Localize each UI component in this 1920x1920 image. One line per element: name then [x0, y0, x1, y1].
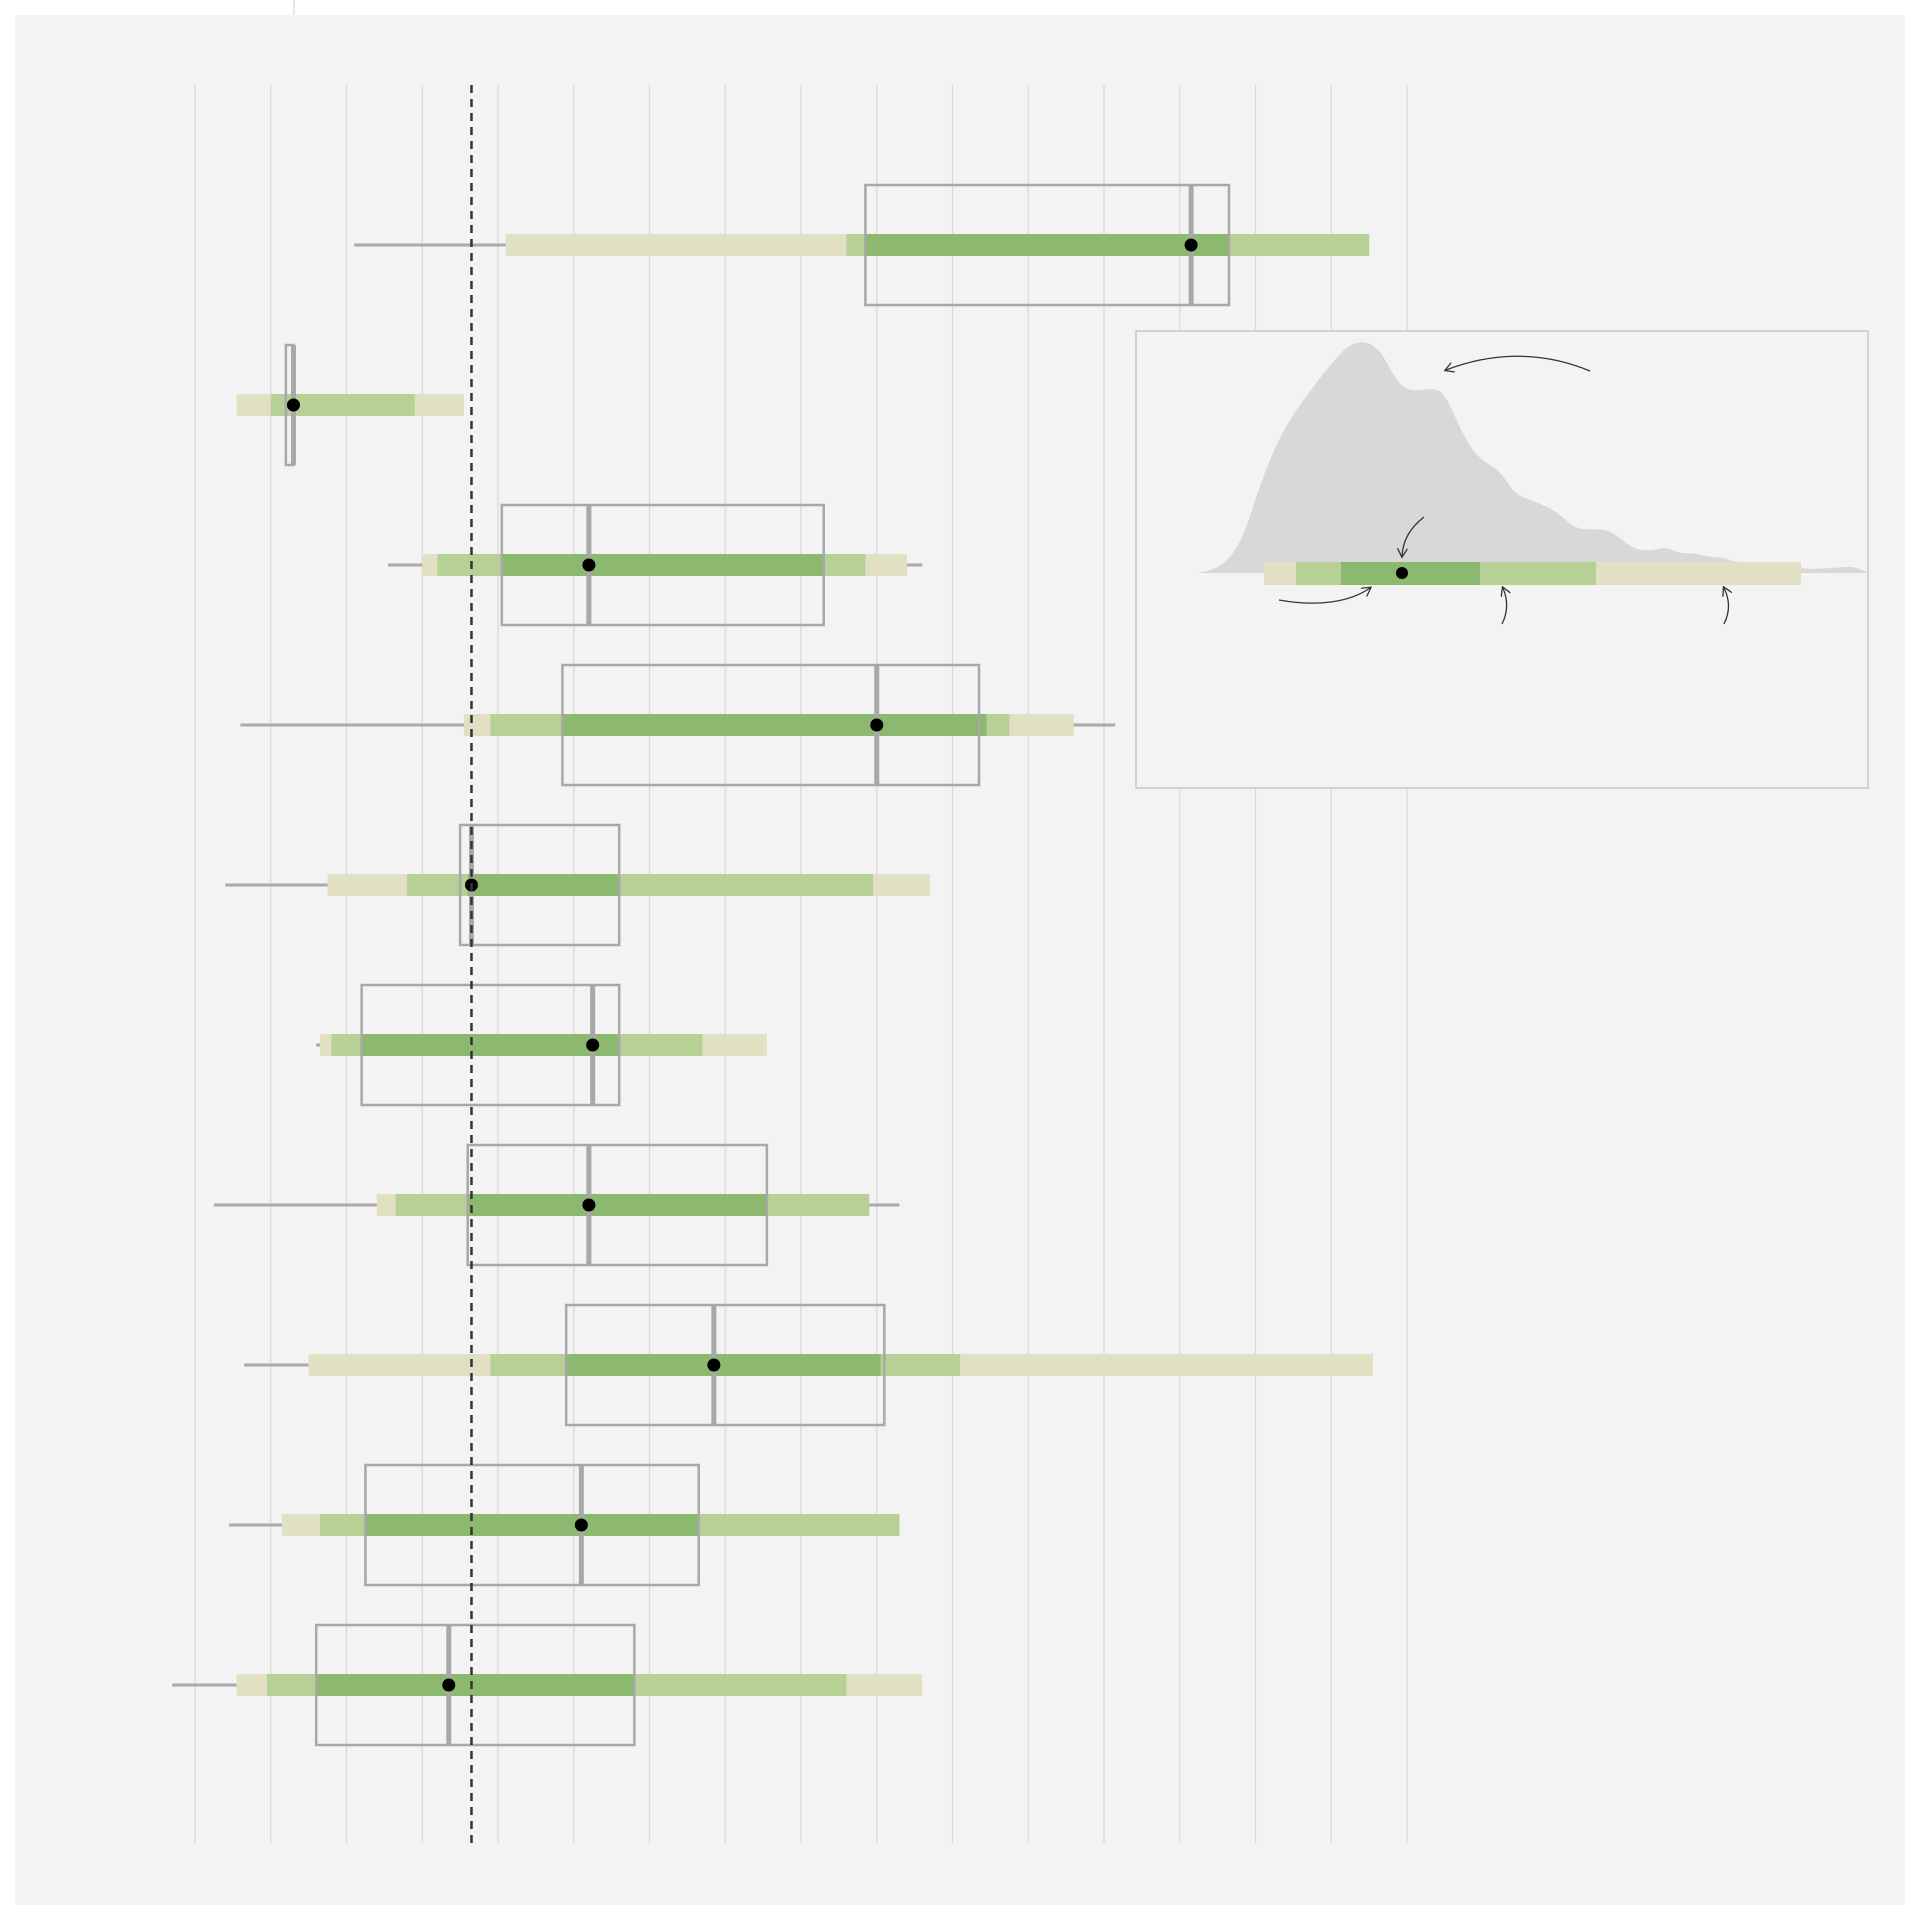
- legend-band-inner: [1341, 562, 1480, 585]
- band-inner: [467, 874, 620, 896]
- interval-row: [244, 1303, 1373, 1427]
- box-outline: [564, 1303, 886, 1427]
- box-outline: [314, 1623, 636, 1747]
- point-estimate: [707, 1358, 721, 1372]
- legend-arrow-outer: [1724, 588, 1729, 625]
- point-estimate: [1184, 238, 1198, 252]
- box-outline: [561, 663, 981, 787]
- band-inner: [361, 1034, 620, 1056]
- interval-row: [172, 1623, 923, 1747]
- band-inner: [316, 1674, 635, 1696]
- box-outline: [466, 1143, 769, 1267]
- legend-arrow-density: [1446, 355, 1591, 371]
- point-estimate: [582, 1198, 596, 1212]
- point-estimate: [286, 398, 300, 412]
- point-estimate: [582, 558, 596, 572]
- point-estimate: [870, 718, 884, 732]
- band-inner: [365, 1514, 699, 1536]
- interval-row: [213, 1143, 900, 1267]
- band-inner: [562, 714, 987, 736]
- box-outline: [864, 183, 1231, 307]
- interval-row: [240, 663, 1116, 787]
- band-inner: [467, 1194, 767, 1216]
- legend-arrow-inner: [1278, 588, 1370, 604]
- interval-row: [229, 1463, 900, 1587]
- band-mid: [270, 394, 415, 416]
- point-estimate: [574, 1518, 588, 1532]
- band-inner: [501, 554, 824, 576]
- box-outline: [500, 503, 825, 627]
- interval-row: [388, 503, 923, 627]
- legend-inset: [1135, 330, 1869, 789]
- legend-arrow-mid: [1502, 588, 1507, 625]
- point-estimate: [442, 1678, 456, 1692]
- band-inner: [865, 234, 1229, 256]
- plot-background: [15, 15, 1905, 1905]
- legend-arrow-point: [1402, 516, 1425, 556]
- legend-density: [1196, 342, 1868, 573]
- interval-row: [354, 183, 1370, 307]
- box-outline: [364, 1463, 700, 1587]
- interval-row: [225, 823, 930, 947]
- box-outline: [458, 823, 621, 947]
- point-estimate: [586, 1038, 600, 1052]
- legend-point: [1396, 567, 1408, 579]
- interval-row: [316, 983, 767, 1107]
- interval-row: [236, 343, 464, 467]
- interval-rows: [172, 183, 1373, 1747]
- box-outline: [360, 983, 621, 1107]
- band-inner: [566, 1354, 881, 1376]
- grid-lines: [194, 85, 1408, 1843]
